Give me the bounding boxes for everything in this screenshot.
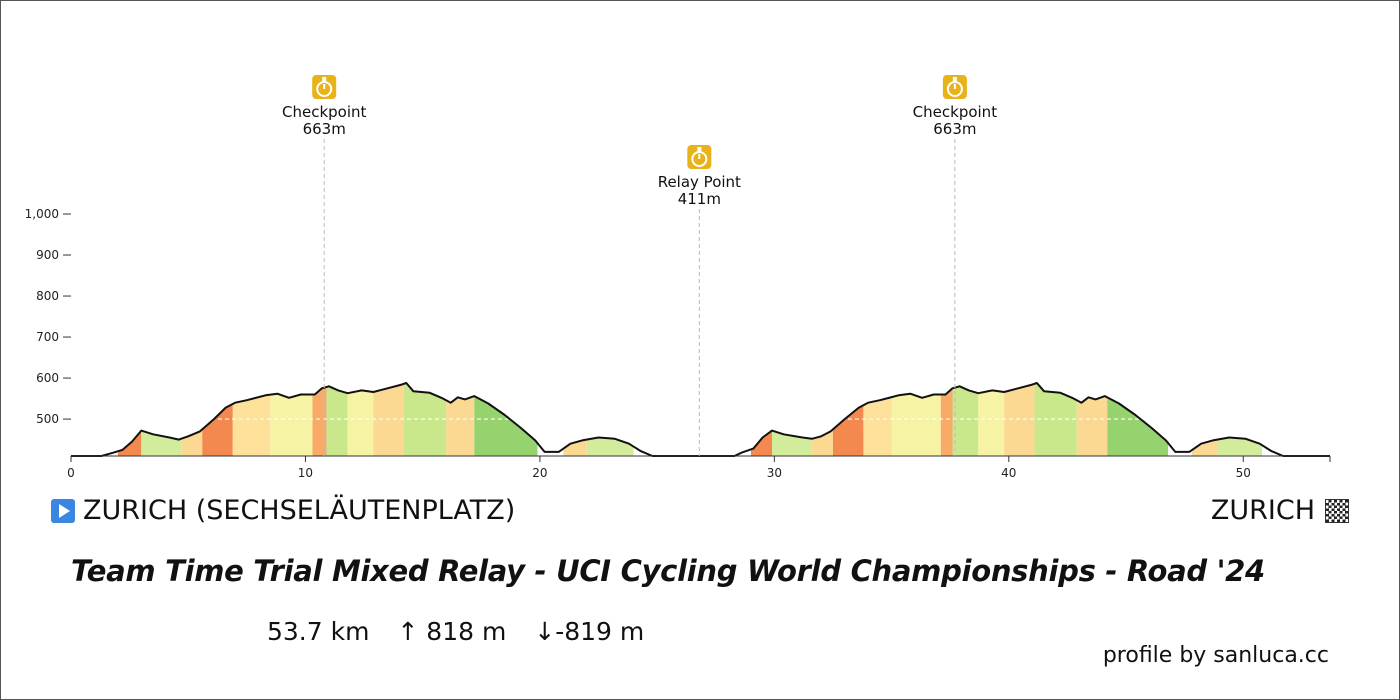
gradient-segment-2 — [141, 430, 182, 456]
gradient-segment-16 — [586, 437, 634, 456]
y-tick-label-600: 600 — [36, 371, 59, 385]
gradient-segment-31 — [1168, 443, 1192, 456]
finish-location: ZURICH — [1211, 494, 1349, 528]
finish-location-label: ZURICH — [1210, 495, 1315, 526]
descent-stat: ↓-819 m — [534, 617, 645, 646]
gradient-segment-4 — [202, 403, 233, 456]
x-tick-label-20: 20 — [532, 466, 547, 480]
gradient-segment-21 — [832, 405, 864, 456]
x-tick-label-30: 30 — [767, 466, 782, 480]
gradient-segment-30 — [1107, 397, 1169, 456]
gradient-segment-32 — [1191, 439, 1218, 456]
gradient-segment-28 — [1034, 383, 1077, 456]
y-tick-label-900: 900 — [36, 248, 59, 262]
race-title: Team Time Trial Mixed Relay - UCI Cyclin… — [71, 554, 1265, 588]
gradient-segment-10 — [373, 383, 404, 456]
x-tick-label-0: 0 — [67, 466, 75, 480]
gradient-segment-7 — [312, 387, 327, 456]
gradient-segment-5 — [232, 394, 271, 456]
gradient-segment-23 — [891, 393, 941, 456]
gradient-segment-11 — [403, 383, 447, 456]
route-stats: 53.7 km ↑ 818 m ↓-819 m — [267, 617, 664, 646]
waypoint-name-0: Checkpoint — [282, 103, 367, 121]
distance-stat: 53.7 km — [267, 617, 370, 646]
gradient-segment-17 — [633, 446, 751, 456]
gradient-segment-29 — [1076, 396, 1108, 456]
y-tick-label-500: 500 — [36, 412, 59, 426]
waypoint-elevation-0: 663m — [303, 120, 346, 138]
stopwatch-icon-dial — [316, 81, 333, 97]
gradient-segment-33 — [1217, 437, 1263, 456]
stopwatch-icon-dial — [946, 81, 963, 97]
gradient-segment-24 — [940, 388, 953, 456]
stopwatch-icon-crown — [952, 77, 957, 81]
gradient-segment-22 — [863, 397, 892, 456]
waypoint-elevation-2: 663m — [933, 120, 976, 138]
y-tick-label-700: 700 — [36, 330, 59, 344]
x-tick-label-40: 40 — [1001, 466, 1016, 480]
gradient-segment-6 — [270, 393, 313, 456]
gradient-segment-34 — [1262, 445, 1330, 456]
gradient-segment-3 — [181, 429, 203, 456]
gradient-segment-9 — [347, 390, 374, 456]
waypoint-elevation-1: 411m — [678, 190, 721, 208]
start-location-label: ZURICH (SECHSELÄUTENPLATZ) — [83, 495, 516, 526]
start-location: ZURICH (SECHSELÄUTENPLATZ) — [51, 494, 515, 528]
gradient-segment-20 — [811, 429, 833, 456]
gradient-segment-18 — [750, 430, 773, 456]
stopwatch-icon-crown — [697, 147, 702, 151]
checkered-flag-icon — [1325, 499, 1349, 523]
gradient-segment-19 — [772, 430, 812, 456]
x-tick-label-50: 50 — [1236, 466, 1251, 480]
gradient-segment-27 — [1004, 383, 1035, 456]
gradient-segment-8 — [326, 386, 348, 456]
credit-text: profile by sanluca.cc — [1102, 643, 1329, 668]
y-tick-label-800: 800 — [36, 289, 59, 303]
stopwatch-icon-dial — [691, 151, 708, 167]
ascent-stat: ↑ 818 m — [397, 617, 507, 646]
gradient-segment-13 — [474, 396, 538, 456]
stopwatch-icon-crown — [322, 77, 327, 81]
elevation-profile-chart: 0 10 20 30 40 50 500 600 700 800 900 1,000 Checkpoin… — [25, 75, 1331, 480]
gradient-segment-26 — [978, 390, 1005, 456]
gradient-segment-12 — [446, 396, 475, 456]
waypoint-name-1: Relay Point — [658, 173, 741, 191]
play-icon — [51, 499, 75, 523]
gradient-segment-25 — [952, 386, 979, 456]
gradient-segment-14 — [537, 443, 564, 456]
x-tick-label-10: 10 — [298, 466, 313, 480]
waypoint-name-2: Checkpoint — [913, 103, 998, 121]
y-tick-label-1000: 1,000 — [25, 207, 59, 221]
gradient-segment-15 — [563, 439, 587, 456]
